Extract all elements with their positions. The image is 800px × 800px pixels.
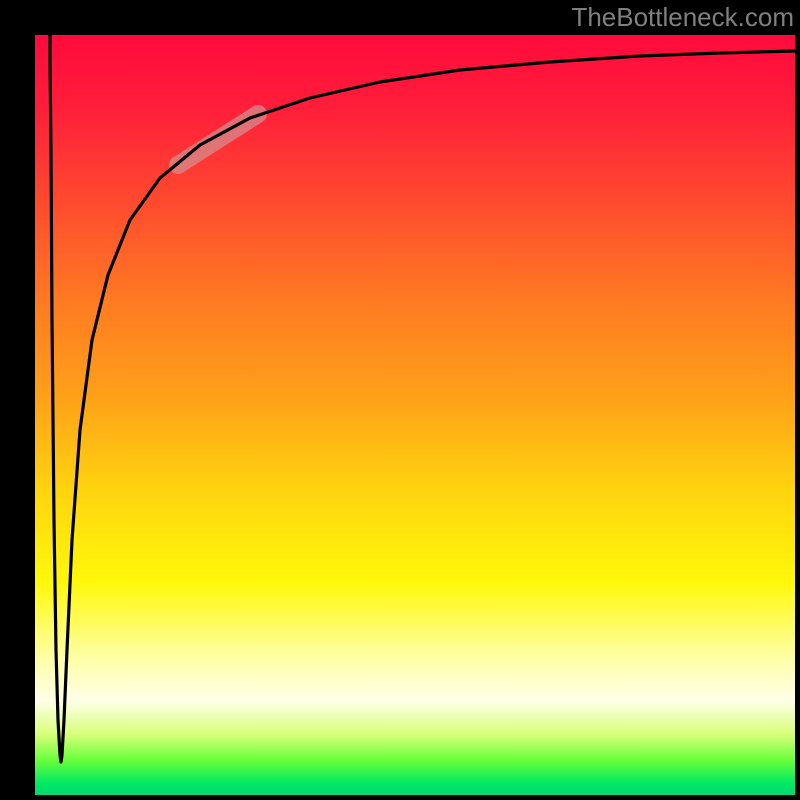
plot-background: [35, 35, 795, 795]
watermark-text: TheBottleneck.com: [571, 2, 794, 33]
chart-stage: TheBottleneck.com: [0, 0, 800, 800]
chart-svg: [0, 0, 800, 800]
